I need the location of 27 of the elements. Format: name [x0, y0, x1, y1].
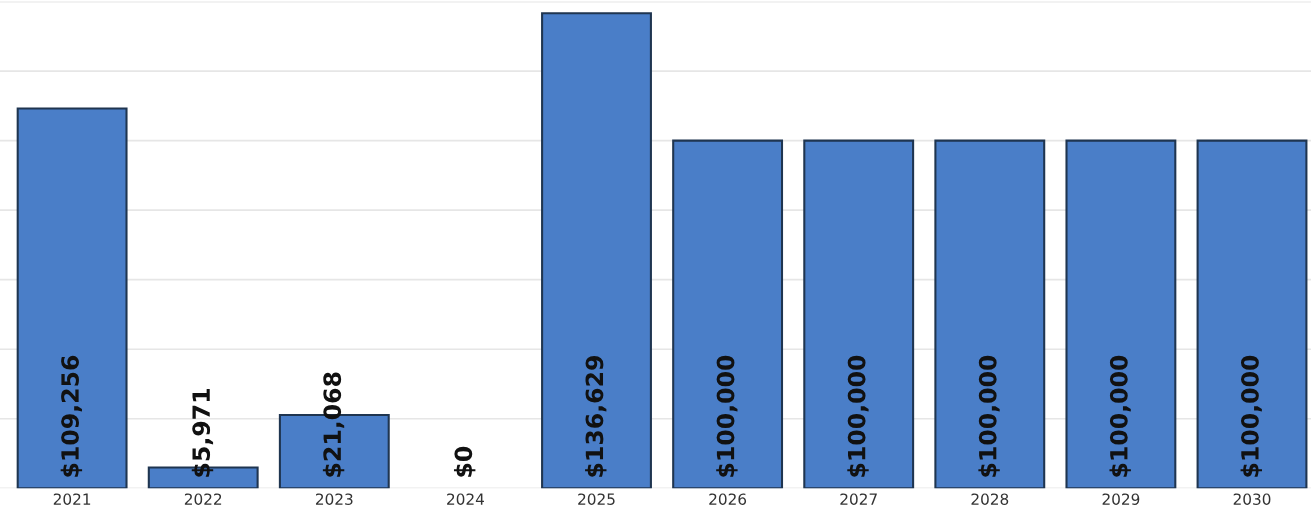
bar: [541, 12, 652, 489]
bar: [934, 139, 1046, 489]
x-tick-label: 2028: [971, 493, 1009, 505]
bar: [803, 139, 915, 489]
data-label: $0: [453, 446, 476, 477]
data-label: $100,000: [978, 355, 1000, 477]
x-tick-label: 2026: [709, 493, 747, 505]
bar: [1065, 139, 1177, 489]
data-label: $109,256: [60, 355, 83, 477]
data-label: $5,971: [191, 389, 214, 477]
data-label: $100,000: [716, 355, 738, 477]
data-label: $136,629: [585, 356, 607, 477]
x-tick-label: 2021: [53, 493, 91, 505]
data-label: $100,000: [847, 355, 869, 477]
x-tick-label: 2027: [840, 493, 877, 505]
data-label: $21,068: [322, 372, 345, 477]
bar: [1196, 139, 1308, 489]
x-tick-label: 2025: [578, 493, 615, 505]
x-tick-label: 2029: [1102, 493, 1140, 505]
bar: [672, 139, 784, 489]
x-tick-label: 2030: [1233, 493, 1271, 505]
x-tick-label: 2023: [315, 493, 353, 505]
x-tick-label: 2024: [447, 493, 484, 505]
data-label: $100,000: [1240, 355, 1262, 477]
x-tick-label: 2022: [184, 493, 222, 505]
bar: [16, 107, 128, 489]
data-label: $100,000: [1109, 355, 1131, 477]
